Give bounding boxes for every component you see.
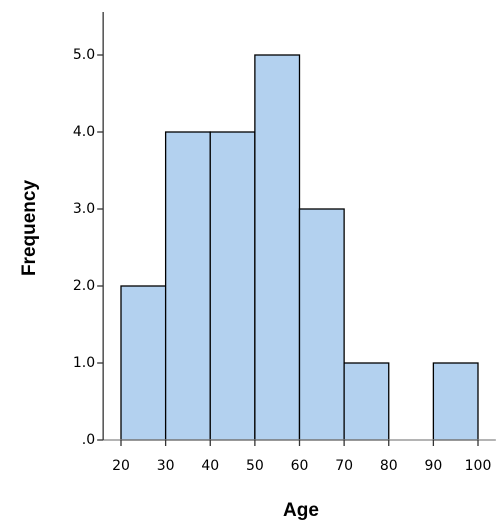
y-tick-label: 1.0 — [73, 355, 95, 371]
x-tick-label: 20 — [112, 458, 130, 474]
y-tick-label: 3.0 — [73, 201, 95, 217]
bar — [298, 208, 345, 441]
x-tick-label: 90 — [424, 458, 442, 474]
x-tick-label: 70 — [335, 458, 353, 474]
bar — [432, 362, 479, 441]
bar — [254, 54, 301, 441]
x-axis-title: Age — [283, 500, 319, 521]
y-tick-label: 4.0 — [73, 124, 95, 140]
x-tick-label: 50 — [246, 458, 264, 474]
x-tick-label: 100 — [465, 458, 492, 474]
x-tick-label: 30 — [157, 458, 175, 474]
bar — [164, 131, 211, 441]
y-axis-title: Frequency — [19, 180, 40, 277]
y-tick-label: .0 — [82, 432, 95, 448]
y-tick-label: 5.0 — [73, 47, 95, 63]
bar — [343, 362, 390, 441]
y-tick-label: 2.0 — [73, 278, 95, 294]
bar — [209, 131, 256, 441]
bar — [120, 285, 167, 441]
x-tick-label: 60 — [291, 458, 309, 474]
x-tick-label: 40 — [201, 458, 219, 474]
x-tick-label: 80 — [380, 458, 398, 474]
